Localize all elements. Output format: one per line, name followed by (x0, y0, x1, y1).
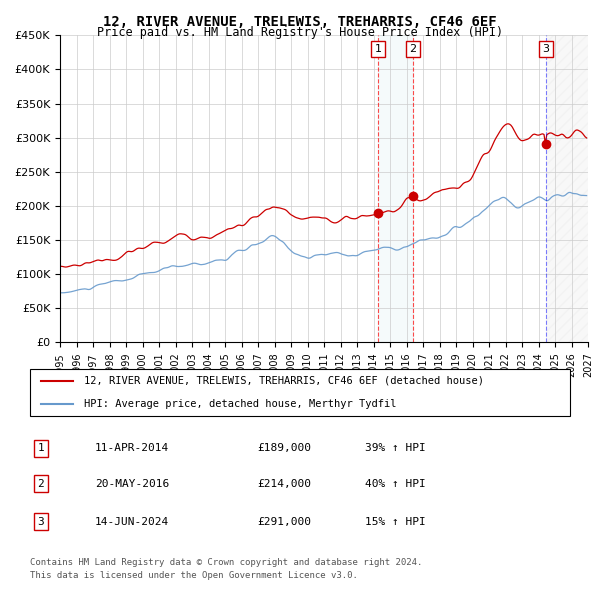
Text: 15% ↑ HPI: 15% ↑ HPI (365, 517, 425, 526)
FancyBboxPatch shape (30, 369, 570, 416)
Text: 11-APR-2014: 11-APR-2014 (95, 444, 169, 453)
Text: 3: 3 (542, 44, 550, 54)
Text: HPI: Average price, detached house, Merthyr Tydfil: HPI: Average price, detached house, Mert… (84, 399, 397, 409)
Text: 2: 2 (409, 44, 416, 54)
Text: 12, RIVER AVENUE, TRELEWIS, TREHARRIS, CF46 6EF (detached house): 12, RIVER AVENUE, TRELEWIS, TREHARRIS, C… (84, 376, 484, 385)
Text: Price paid vs. HM Land Registry's House Price Index (HPI): Price paid vs. HM Land Registry's House … (97, 26, 503, 39)
Text: 14-JUN-2024: 14-JUN-2024 (95, 517, 169, 526)
Text: 12, RIVER AVENUE, TRELEWIS, TREHARRIS, CF46 6EF: 12, RIVER AVENUE, TRELEWIS, TREHARRIS, C… (103, 15, 497, 29)
Text: This data is licensed under the Open Government Licence v3.0.: This data is licensed under the Open Gov… (30, 571, 358, 580)
Bar (546, 35, 588, 342)
Text: 2: 2 (37, 479, 44, 489)
Text: £189,000: £189,000 (257, 444, 311, 453)
Text: 1: 1 (37, 444, 44, 453)
Text: 20-MAY-2016: 20-MAY-2016 (95, 479, 169, 489)
Text: Contains HM Land Registry data © Crown copyright and database right 2024.: Contains HM Land Registry data © Crown c… (30, 558, 422, 566)
Text: £214,000: £214,000 (257, 479, 311, 489)
Text: 1: 1 (374, 44, 382, 54)
Text: 40% ↑ HPI: 40% ↑ HPI (365, 479, 425, 489)
Text: 3: 3 (37, 517, 44, 526)
Bar (378, 35, 413, 342)
Text: £291,000: £291,000 (257, 517, 311, 526)
Text: 39% ↑ HPI: 39% ↑ HPI (365, 444, 425, 453)
